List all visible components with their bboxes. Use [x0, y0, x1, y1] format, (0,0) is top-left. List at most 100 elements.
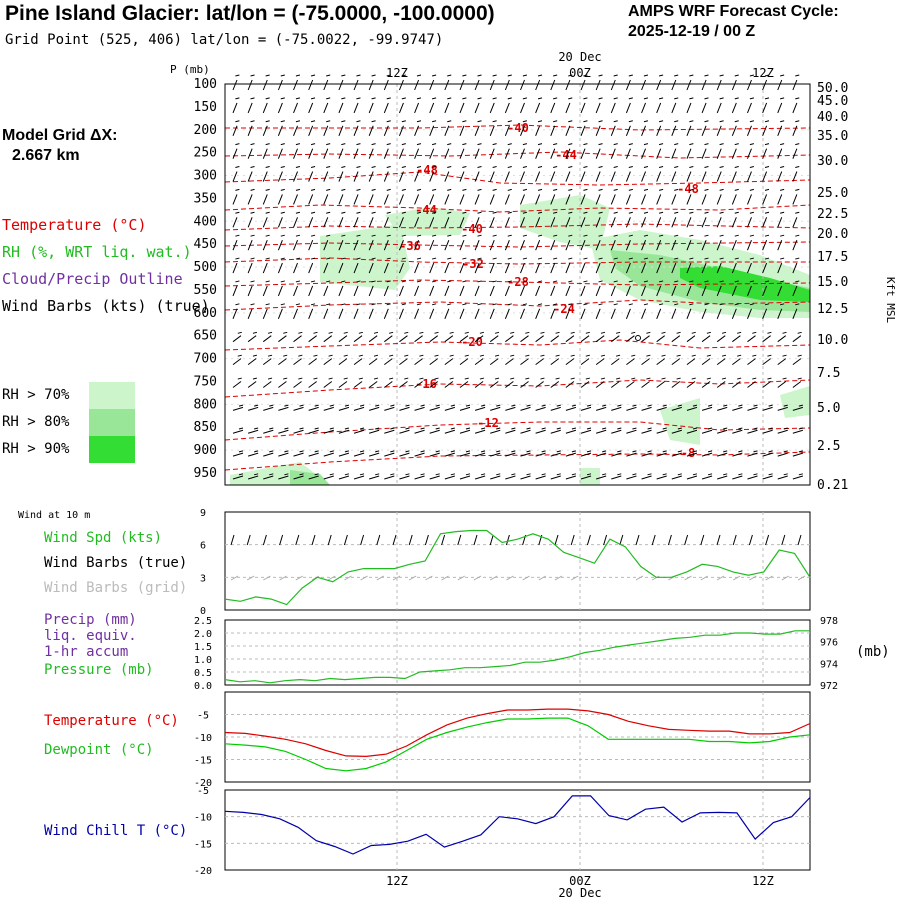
chill-y-tick--15: -15 — [194, 839, 212, 850]
wind-barb — [580, 257, 588, 274]
wind10m-y-tick-9: 9 — [200, 508, 206, 519]
forecast-cycle-label: AMPS WRF Forecast Cycle: — [628, 3, 839, 20]
bottom-time-tick-1: 00Z — [569, 874, 591, 888]
wind-barb — [444, 143, 452, 159]
wind-barb — [716, 120, 724, 136]
wind-barb — [247, 97, 255, 114]
temperature-contour-label-3: -48 — [677, 182, 699, 196]
wind-barb — [474, 280, 482, 297]
wind-barb — [444, 331, 454, 343]
wind-barb — [731, 257, 739, 274]
wind-barb — [247, 74, 255, 91]
cloud-marker — [635, 335, 641, 341]
wind-barb — [459, 377, 469, 388]
wind10m-barb-true — [360, 534, 365, 546]
bottom-time-tick-0: 12Z — [386, 874, 408, 888]
wind-barb — [520, 257, 528, 274]
profile-y-tick-200: 200 — [194, 123, 217, 138]
wind-barb — [247, 120, 255, 136]
wind-barb — [504, 234, 512, 251]
wind-barb — [459, 331, 469, 343]
wind-barb — [535, 211, 543, 228]
wind-barb — [520, 211, 528, 228]
legend-rh90-label: RH > 90% — [2, 441, 70, 457]
wind10m-barb-true — [441, 534, 446, 546]
temp-y-tick--15: -15 — [194, 756, 212, 767]
wind-barb — [565, 120, 573, 136]
wind-barb — [278, 404, 289, 411]
wind10m-barb-grid — [570, 575, 579, 581]
legend-rh90-swatch — [89, 436, 135, 463]
precip-label-1: Precip (mm) — [44, 612, 137, 628]
wind-barb — [414, 257, 422, 274]
wind10m-barb-grid — [554, 575, 563, 581]
wind-barb — [656, 427, 667, 434]
wind-barb — [308, 377, 318, 388]
wind-barb — [580, 473, 592, 480]
wind-barb — [762, 404, 773, 411]
wind-barb — [353, 404, 365, 411]
wind-barb — [656, 188, 664, 205]
wind-barb — [353, 303, 361, 320]
wind-barb — [338, 450, 350, 457]
wind-barb — [247, 166, 255, 182]
wind10m-barb-true — [279, 534, 284, 546]
profile-right-tick-0: 50.0 — [817, 81, 848, 96]
wind-barb — [383, 74, 391, 91]
wind-barb — [505, 377, 515, 388]
wind-barb — [353, 97, 361, 114]
temperature-contour-8 — [224, 299, 811, 311]
wind-barb — [686, 143, 694, 159]
wind-barb — [414, 234, 422, 251]
wind-barb — [474, 188, 482, 205]
wind-barb — [686, 331, 696, 343]
profile-y-tick-450: 450 — [194, 237, 217, 252]
wind-barb — [671, 120, 679, 136]
wind-barb — [550, 404, 561, 411]
wind-barb — [308, 257, 316, 274]
wind-barb — [278, 473, 289, 480]
wind-barb — [384, 404, 395, 411]
wind-barb — [550, 331, 560, 343]
wind10m-barb-grid — [246, 575, 255, 581]
wind-barb — [293, 234, 301, 251]
wind-barb — [474, 354, 485, 365]
precip-y-tick-5: 2.5 — [194, 616, 212, 627]
wind10m-barb-grid — [538, 575, 547, 581]
wind-barb — [565, 331, 575, 343]
temperature-contour-label-8: -28 — [507, 275, 529, 289]
wind-barb — [656, 234, 664, 251]
wind-barb — [550, 234, 558, 251]
wind-barb — [762, 143, 770, 159]
wind-barb — [671, 377, 681, 388]
wind-barb — [429, 143, 437, 159]
wind10m-barb-true — [635, 534, 640, 546]
wind-barb — [262, 354, 273, 365]
wind-barb — [656, 473, 667, 480]
wind-barb — [232, 303, 240, 320]
wind-barb — [338, 257, 346, 274]
wind10m-barb-grid — [230, 575, 239, 581]
wind-barb — [429, 450, 440, 457]
temperature-contour-label-13: -8 — [681, 446, 695, 460]
wind-barb — [474, 234, 482, 251]
wind-barb — [338, 280, 346, 297]
wind-barb — [338, 303, 346, 320]
bottom-date-label: 20 Dec — [558, 886, 601, 900]
wind-barb — [565, 280, 573, 297]
wind10m-barb-true — [684, 534, 689, 546]
temperature-contour-10 — [224, 379, 811, 398]
wind-barb — [701, 211, 709, 228]
wind-barb — [625, 211, 633, 228]
wind-barb — [777, 188, 785, 205]
wind-barb — [535, 120, 543, 136]
wind-barb — [368, 303, 376, 320]
wind-barb — [580, 450, 592, 457]
wind-barb — [762, 473, 773, 480]
profile-y-tick-400: 400 — [194, 214, 217, 229]
profile-right-tick-14: 2.5 — [817, 439, 840, 454]
wind-barb — [459, 74, 467, 91]
wind-barb — [262, 257, 270, 274]
wind-speed-line — [224, 529, 811, 606]
wind-barb — [777, 97, 785, 114]
